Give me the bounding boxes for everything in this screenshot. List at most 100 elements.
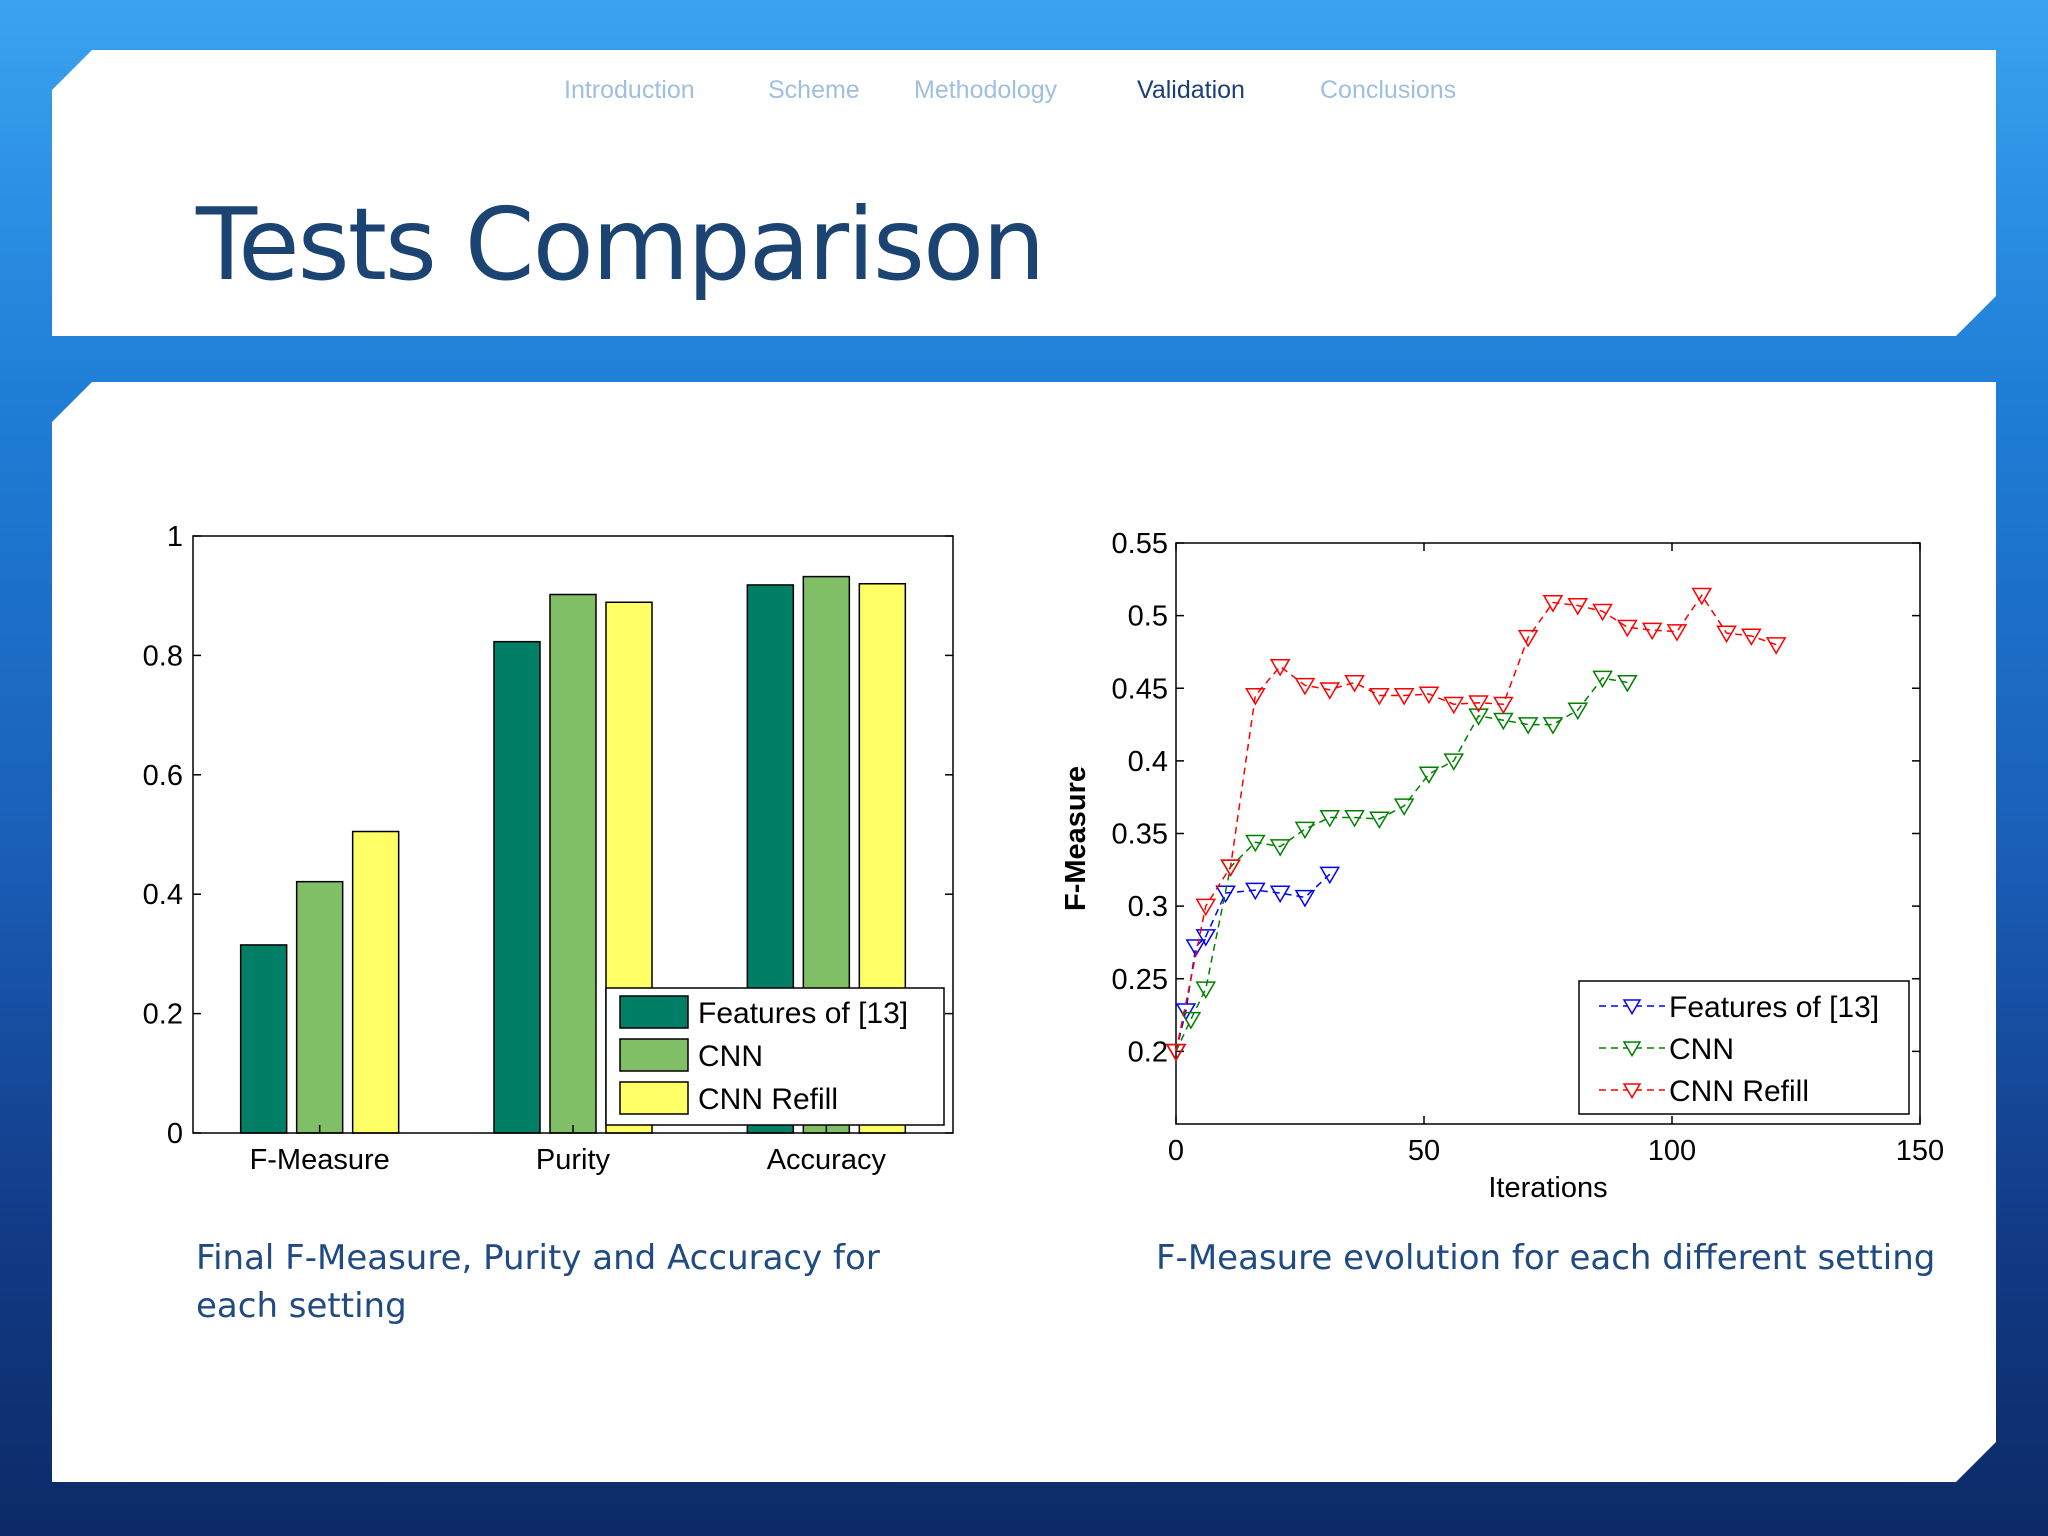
data-point [1567,702,1589,721]
data-point [1269,658,1291,677]
data-point [1195,898,1217,917]
data-point [1517,629,1539,648]
data-point [1468,708,1489,726]
bar-chart: 0 0.2 0.4 0.6 0.8 1 F-Measure Purity Accuracy Fea… [143,521,954,1176]
bar-cnn-purity [549,593,597,1134]
data-point [1269,885,1291,904]
bar-y-tick-label: 0.8 [143,640,183,672]
data-point [1294,889,1316,908]
data-point [1165,1043,1187,1062]
nav-methodology[interactable]: Methodology [914,76,1058,104]
line-legend-label: Features of [13] [1669,991,1879,1024]
header-panel [52,50,1996,336]
line-legend-label: CNN [1669,1033,1734,1066]
line-y-tick-label: 0.4 [1128,746,1168,778]
line-y-tick-label: 0.35 [1112,819,1168,851]
data-point [1493,696,1514,715]
line-y-tick-label: 0.3 [1128,891,1168,923]
data-point [1319,866,1341,885]
bar-legend-swatch [619,995,689,1029]
bar-y-tick-label: 0.4 [143,879,183,911]
line-legend-marker [1622,999,1642,1016]
line-x-tick-label: 50 [1408,1135,1440,1167]
data-point [1741,628,1762,646]
page-title: Tests Comparison [196,186,1046,303]
data-point [1344,674,1365,693]
data-point [1418,766,1440,784]
bar-legend-swatch [619,1038,689,1072]
line-chart: 0.2 0.25 0.3 0.35 0.4 0.45 0.5 0.55 0 50 100 150 Ite… [1060,528,1944,1204]
data-point [1294,821,1316,840]
data-point [1418,686,1440,705]
bar-cnn-f-measure [295,880,344,1134]
data-point [1195,929,1217,947]
data-point [1567,597,1589,616]
line-legend-marker [1622,1041,1642,1058]
data-point [1180,1011,1202,1030]
bar-y-tick-label: 0.2 [143,999,183,1031]
nav-scheme[interactable]: Scheme [768,76,860,104]
line-legend-marker [1622,1083,1642,1100]
line-y-axis-label: F-Measure [1060,766,1092,911]
bar-legend-label: CNN [698,1040,763,1073]
line-y-tick-label: 0.25 [1112,964,1168,996]
line-x-tick-label: 0 [1168,1135,1184,1167]
data-point [1393,798,1415,816]
line-y-tick-label: 0.2 [1128,1036,1168,1068]
data-point [1617,619,1638,638]
nav-introduction[interactable]: Introduction [564,76,695,104]
bar-category-label: F-Measure [250,1144,390,1176]
data-point [1666,624,1688,642]
nav-conclusions[interactable]: Conclusions [1320,76,1457,104]
data-point [1369,688,1390,706]
nav-validation[interactable]: Validation [1137,76,1245,104]
data-point [1592,603,1613,622]
data-point [1220,859,1241,877]
bar-y-tick-label: 1 [167,521,183,553]
data-point [1443,696,1465,715]
data-point [1641,622,1663,641]
series-line-cnn [1175,677,1628,1052]
bar-legend-label: Features of [13] [698,997,908,1030]
data-point [1245,688,1266,706]
bar-category-label: Purity [536,1144,611,1176]
data-point [1765,637,1787,655]
line-x-axis-label: Iterations [1488,1172,1607,1204]
data-point [1716,625,1737,644]
data-point [1319,682,1341,700]
series-line-cnn-refill [1175,593,1777,1052]
data-point [1185,939,1207,957]
line-y-tick-label: 0.45 [1112,673,1168,705]
data-point [1369,811,1390,830]
line-y-tick-label: 0.55 [1112,528,1168,560]
line-legend-label: CNN Refill [1669,1075,1809,1108]
data-point [1269,839,1291,857]
data-point [1245,834,1266,853]
data-point [1691,587,1713,606]
bar-features-of-13--f-measure [239,944,288,1134]
left-chart-caption: Final F-Measure, Purity and Accuracy for… [196,1238,880,1326]
data-point [1245,882,1266,901]
bar-cnn-refill-f-measure [351,830,400,1134]
line-y-tick-label: 0.5 [1128,601,1168,633]
data-point [1592,670,1613,689]
data-point [1195,981,1217,999]
bar-y-tick-label: 0 [167,1118,183,1150]
line-x-tick-label: 100 [1648,1135,1696,1167]
data-point [1215,885,1236,904]
data-point [1542,717,1564,735]
bar-y-tick-label: 0.6 [143,760,183,792]
bar-legend-swatch [619,1081,689,1115]
line-x-tick-label: 150 [1896,1135,1944,1167]
data-point [1617,674,1638,693]
data-point [1319,810,1341,828]
right-chart-caption: F-Measure evolution for each different s… [1156,1238,1936,1278]
data-point [1294,677,1316,696]
bar-features-of-13--purity [493,640,541,1134]
data-point [1344,810,1365,828]
data-point [1443,753,1465,771]
data-point [1517,717,1539,735]
data-point [1393,688,1415,706]
bar-category-label: Accuracy [767,1144,887,1176]
data-point [1542,595,1564,613]
